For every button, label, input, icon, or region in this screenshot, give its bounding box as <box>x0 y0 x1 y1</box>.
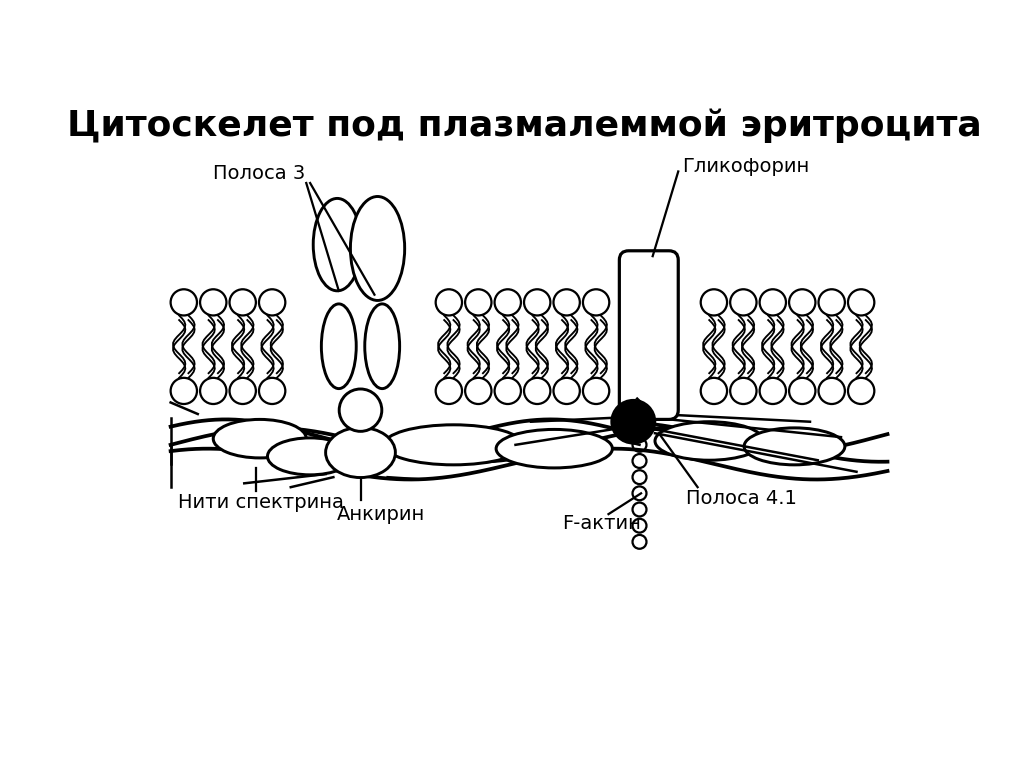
Circle shape <box>583 290 609 316</box>
Text: Гликофорин: Гликофорин <box>682 157 809 176</box>
Circle shape <box>495 290 521 316</box>
Circle shape <box>554 378 580 404</box>
Ellipse shape <box>655 422 764 460</box>
Circle shape <box>760 290 786 316</box>
Circle shape <box>465 378 492 404</box>
Ellipse shape <box>744 428 845 465</box>
Circle shape <box>848 290 874 316</box>
Circle shape <box>790 378 815 404</box>
Text: Цитоскелет под плазмалеммой эритроцита: Цитоскелет под плазмалеммой эритроцита <box>68 108 982 143</box>
Circle shape <box>259 290 286 316</box>
Circle shape <box>700 290 727 316</box>
Circle shape <box>200 290 226 316</box>
Circle shape <box>171 290 197 316</box>
Circle shape <box>171 378 197 404</box>
Ellipse shape <box>339 389 382 432</box>
Circle shape <box>848 378 874 404</box>
Ellipse shape <box>213 419 306 458</box>
Circle shape <box>818 378 845 404</box>
Circle shape <box>700 378 727 404</box>
Circle shape <box>229 290 256 316</box>
Ellipse shape <box>350 197 404 300</box>
Ellipse shape <box>322 304 356 389</box>
FancyBboxPatch shape <box>620 251 678 419</box>
Circle shape <box>730 290 757 316</box>
Circle shape <box>583 378 609 404</box>
Ellipse shape <box>313 198 361 291</box>
Circle shape <box>611 400 655 443</box>
Circle shape <box>435 290 462 316</box>
Circle shape <box>524 378 550 404</box>
Ellipse shape <box>496 429 612 468</box>
Circle shape <box>524 290 550 316</box>
Text: Анкирин: Анкирин <box>337 505 426 524</box>
Circle shape <box>790 290 815 316</box>
Text: Полоса 3: Полоса 3 <box>213 164 305 184</box>
Ellipse shape <box>365 304 399 389</box>
Circle shape <box>495 378 521 404</box>
Circle shape <box>730 378 757 404</box>
Circle shape <box>818 290 845 316</box>
Text: F-актин: F-актин <box>562 514 641 533</box>
Circle shape <box>465 290 492 316</box>
Circle shape <box>200 378 226 404</box>
Circle shape <box>760 378 786 404</box>
Ellipse shape <box>384 425 523 465</box>
Ellipse shape <box>267 438 352 475</box>
Text: Нити спектрина: Нити спектрина <box>178 493 344 512</box>
Ellipse shape <box>326 428 395 478</box>
Circle shape <box>435 378 462 404</box>
Text: Полоса 4.1: Полоса 4.1 <box>686 489 797 508</box>
Circle shape <box>259 378 286 404</box>
Circle shape <box>554 290 580 316</box>
Circle shape <box>229 378 256 404</box>
